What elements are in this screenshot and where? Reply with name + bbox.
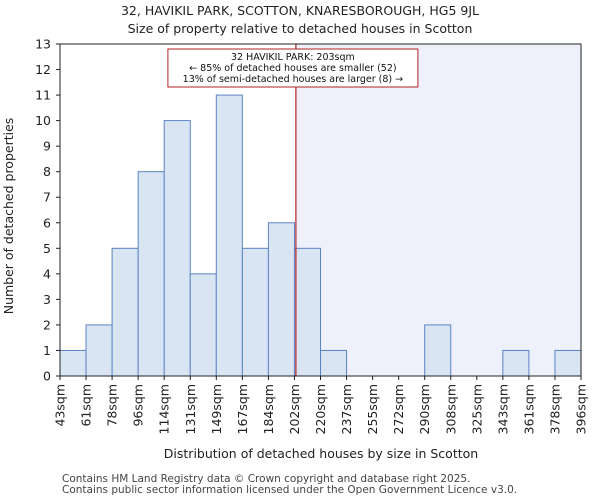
bar-220sqm	[320, 349, 348, 377]
footer: Contains HM Land Registry data © Crown c…	[62, 474, 517, 496]
x-tick-label: 43sqm	[53, 384, 68, 427]
bar-378sqm	[554, 349, 582, 377]
y-tick-label: 0	[43, 369, 51, 384]
x-tick-label: 184sqm	[261, 384, 276, 434]
bar-149sqm	[215, 94, 243, 377]
x-ticks: 43sqm 61sqm 78sqm 96sqm 114sqm 131sqm 149sqm 16…	[53, 376, 589, 434]
shaded-region	[295, 44, 581, 376]
annotation-line-3: 13% of semi-detached houses are larger (…	[183, 74, 403, 85]
bars	[59, 94, 582, 377]
x-tick-label: 114sqm	[157, 384, 172, 434]
bar-78sqm	[111, 247, 139, 377]
x-tick-label: 396sqm	[574, 384, 589, 434]
bar-202sqm	[293, 247, 322, 377]
marker: 32 HAVIKIL PARK: 203sqm← 85% of detached…	[167, 44, 419, 376]
bar-96sqm	[137, 171, 165, 377]
x-tick-label: 61sqm	[79, 384, 94, 427]
bar-61sqm	[85, 324, 113, 377]
x-tick-label: 308sqm	[443, 384, 458, 434]
x-tick-label: 343sqm	[495, 384, 510, 434]
y-axis-label: Number of detached properties	[1, 118, 16, 315]
x-tick-label: 78sqm	[105, 384, 120, 427]
bar-167sqm	[241, 247, 269, 377]
y-tick-label: 13	[35, 37, 51, 52]
x-tick-label: 149sqm	[209, 384, 224, 434]
plot-background	[295, 44, 581, 376]
y-tick-label: 9	[43, 139, 51, 154]
x-tick-label: 378sqm	[547, 384, 562, 434]
x-tick-label: 96sqm	[131, 384, 146, 427]
x-tick-label: 255sqm	[365, 384, 380, 434]
bar-131sqm	[189, 273, 217, 377]
x-axis-label: Distribution of detached houses by size …	[164, 446, 478, 461]
x-tick-label: 167sqm	[235, 384, 250, 434]
x-tick-label: 361sqm	[521, 384, 536, 434]
chart-title: 32, HAVIKIL PARK, SCOTTON, KNARESBOROUGH…	[120, 3, 479, 18]
x-tick-label: 290sqm	[417, 384, 432, 434]
bar-114sqm	[163, 120, 191, 377]
y-tick-label: 11	[35, 88, 51, 103]
footer-line-2: Contains public sector information licen…	[62, 484, 518, 496]
annotation-box	[167, 48, 419, 88]
x-tick-label: 272sqm	[391, 384, 406, 434]
x-tick-label: 237sqm	[339, 384, 354, 434]
y-tick-label: 10	[35, 113, 51, 128]
y-tick-label: 8	[43, 164, 51, 179]
x-tick-label: 325sqm	[469, 384, 484, 434]
y-tick-label: 7	[43, 190, 51, 205]
y-tick-label: 2	[43, 317, 51, 332]
chart-subtitle: Size of property relative to detached ho…	[127, 21, 473, 36]
bar-43sqm	[59, 349, 87, 377]
y-tick-label: 4	[43, 266, 51, 281]
bar-290sqm	[424, 324, 452, 377]
y-tick-label: 5	[43, 241, 51, 256]
y-tick-label: 1	[43, 343, 51, 358]
bar-343sqm	[502, 349, 530, 377]
annotation-line-2: ← 85% of detached houses are smaller (52…	[189, 63, 396, 74]
x-tick-label: 220sqm	[313, 384, 328, 434]
y-tick-label: 6	[43, 215, 51, 230]
annotation-line-1: 32 HAVIKIL PARK: 203sqm	[231, 52, 355, 63]
x-tick-label: 131sqm	[183, 384, 198, 434]
x-tick-label: 202sqm	[287, 384, 302, 434]
bar-184sqm	[267, 222, 295, 377]
y-tick-label: 12	[35, 62, 51, 77]
histogram-chart: 32 HAVIKIL PARK: 203sqm← 85% of detached…	[1, 37, 589, 462]
y-tick-label: 3	[43, 292, 51, 307]
footer-line-1: Contains HM Land Registry data © Crown c…	[62, 473, 471, 485]
